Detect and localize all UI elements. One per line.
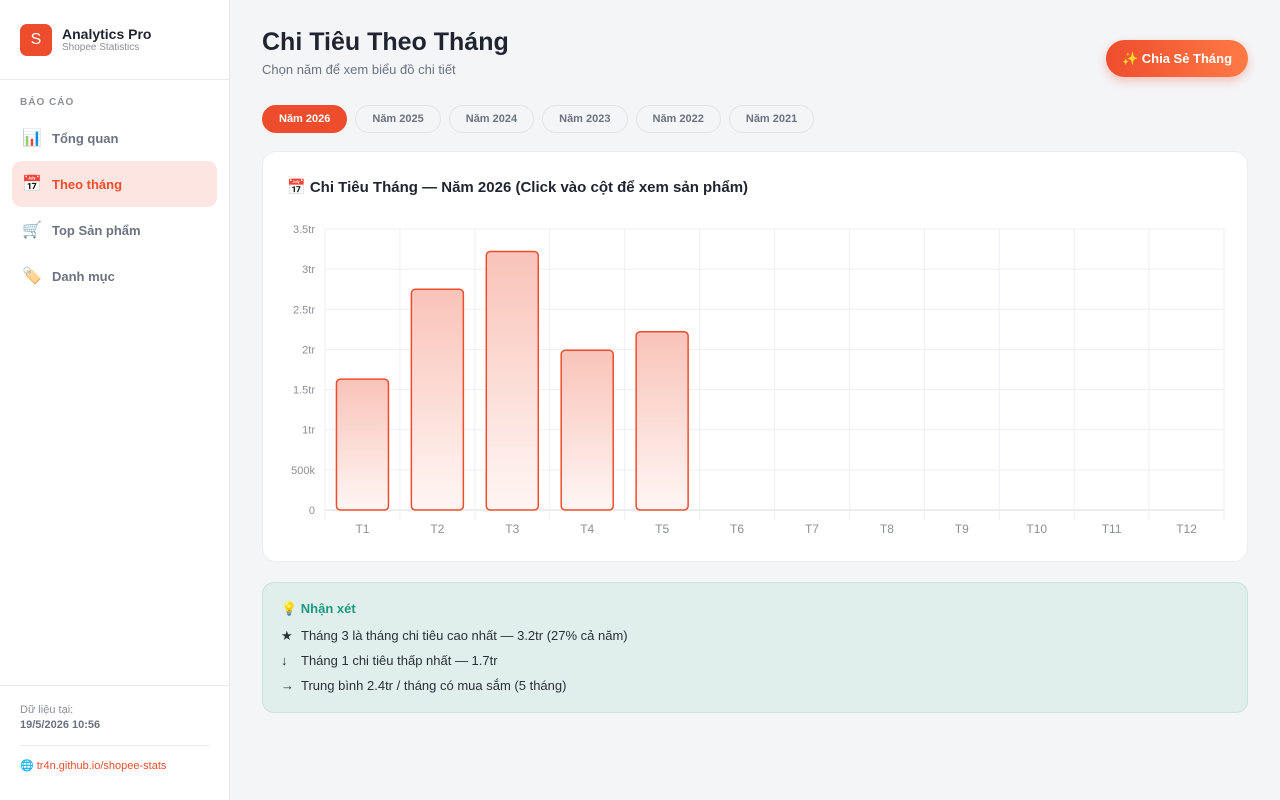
cart-icon: 🛒	[22, 222, 42, 239]
data-timestamp-label: Dữ liệu tại:	[20, 704, 74, 716]
y-tick-label: 500k	[291, 465, 315, 477]
star-icon: ★	[281, 627, 293, 643]
x-tick-label: T11	[1102, 522, 1122, 536]
sidebar: S Analytics Pro Shopee Statistics BÁO CÁ…	[0, 0, 230, 800]
x-tick-label: T6	[730, 522, 744, 536]
sidebar-item-categories[interactable]: 🏷️ Danh mục	[12, 253, 217, 299]
calendar-icon: 📅	[22, 176, 42, 193]
insight-text: Tháng 3 là tháng chi tiêu cao nhất — 3.2…	[301, 628, 628, 643]
insights-card: 💡 Nhận xét ★ Tháng 3 là tháng chi tiêu c…	[262, 582, 1248, 713]
insights-title: 💡 Nhận xét	[281, 601, 356, 616]
year-tabs: Năm 2026 Năm 2025 Năm 2024 Năm 2023 Năm …	[262, 105, 815, 133]
y-tick-label: 2.5tr	[293, 304, 315, 316]
sidebar-item-overview[interactable]: 📊 Tổng quan	[12, 115, 217, 161]
data-timestamp: 19/5/2026 10:56	[20, 719, 101, 731]
sidebar-footer: Dữ liệu tại: 19/5/2026 10:56 🌐 tr4n.gith…	[0, 685, 229, 772]
arrow-right-icon: →	[281, 678, 294, 693]
y-tick-label: 3.5tr	[293, 224, 315, 236]
x-tick-label: T9	[955, 522, 969, 536]
brand-text: Analytics Pro Shopee Statistics	[62, 26, 151, 54]
footer-divider	[20, 745, 209, 746]
arrow-down-icon: ↓	[281, 653, 288, 668]
sidebar-item-monthly[interactable]: 📅 Theo tháng	[12, 161, 217, 207]
page-title: Chi Tiêu Theo Tháng	[262, 28, 509, 56]
y-tick-label: 2tr	[302, 344, 315, 356]
monthly-spending-chart: 0 500k 1tr 1.5tr 2tr 2.5tr 3tr 3.5tr T1 T2 T3 T4 T5 T…	[291, 224, 1225, 536]
y-tick-label: 1tr	[302, 425, 315, 437]
x-tick-label: T5	[655, 522, 669, 536]
insight-text: Tháng 1 chi tiêu thấp nhất — 1.7tr	[301, 653, 498, 668]
insight-text: Trung bình 2.4tr / tháng có mua sắm (5 t…	[301, 678, 567, 693]
tab-year-2021[interactable]: Năm 2021	[728, 105, 815, 133]
brand-subtitle: Shopee Statistics	[62, 41, 140, 53]
source-link[interactable]: 🌐 tr4n.github.io/shopee-stats	[20, 760, 167, 772]
bar-t4[interactable]	[560, 349, 614, 511]
x-tick-label: T3	[505, 522, 519, 536]
brand-name: Analytics Pro	[62, 25, 152, 42]
sidebar-nav: 📊 Tổng quan 📅 Theo tháng 🛒 Top Sản phẩm …	[12, 115, 217, 299]
tab-year-2025[interactable]: Năm 2025	[355, 105, 441, 133]
page-subtitle: Chọn năm để xem biểu đồ chi tiết	[262, 62, 456, 77]
x-tick-label: T1	[355, 522, 369, 536]
x-tick-label: T10	[1026, 522, 1047, 536]
tab-year-2023[interactable]: Năm 2023	[542, 105, 628, 133]
y-tick-label: 3tr	[302, 264, 315, 276]
y-tick-label: 0	[309, 505, 315, 517]
x-tick-label: T2	[430, 522, 444, 536]
y-tick-label: 1.5tr	[293, 385, 315, 397]
bar-t3[interactable]	[485, 250, 540, 511]
sidebar-item-label: Theo tháng	[52, 176, 123, 192]
sidebar-item-top-products[interactable]: 🛒 Top Sản phẩm	[12, 207, 217, 253]
x-tick-label: T7	[805, 522, 819, 536]
tag-icon: 🏷️	[22, 268, 42, 285]
insight-row: ↓ Tháng 1 chi tiêu thấp nhất — 1.7tr	[281, 652, 1229, 669]
share-month-button[interactable]: ✨ Chia Sẻ Tháng	[1106, 40, 1248, 77]
brand-logo: S	[20, 23, 52, 56]
sidebar-section-label: BÁO CÁO	[20, 97, 75, 108]
chart-title: 📅 Chi Tiêu Tháng — Năm 2026 (Click vào c…	[287, 179, 749, 196]
bar-t1[interactable]	[335, 378, 390, 511]
x-tick-label: T12	[1176, 522, 1197, 536]
x-tick-label: T4	[580, 522, 594, 536]
bar-t2[interactable]	[410, 288, 465, 511]
tab-year-2022[interactable]: Năm 2022	[635, 105, 721, 133]
tab-year-2024[interactable]: Năm 2024	[448, 105, 535, 133]
sidebar-item-label: Tổng quan	[52, 130, 119, 146]
bar-t5[interactable]	[635, 331, 689, 511]
sidebar-item-label: Top Sản phẩm	[52, 222, 141, 238]
insight-row: ★ Tháng 3 là tháng chi tiêu cao nhất — 3…	[281, 627, 1229, 644]
insight-row: → Trung bình 2.4tr / tháng có mua sắm (5…	[281, 677, 1229, 694]
monthly-chart-card: 📅 Chi Tiêu Tháng — Năm 2026 (Click vào c…	[262, 151, 1248, 562]
sidebar-item-label: Danh mục	[52, 268, 115, 284]
bar-chart-icon: 📊	[22, 130, 42, 147]
brand[interactable]: S Analytics Pro Shopee Statistics	[0, 0, 229, 80]
tab-year-2026[interactable]: Năm 2026	[262, 105, 348, 133]
x-tick-label: T8	[880, 522, 894, 536]
